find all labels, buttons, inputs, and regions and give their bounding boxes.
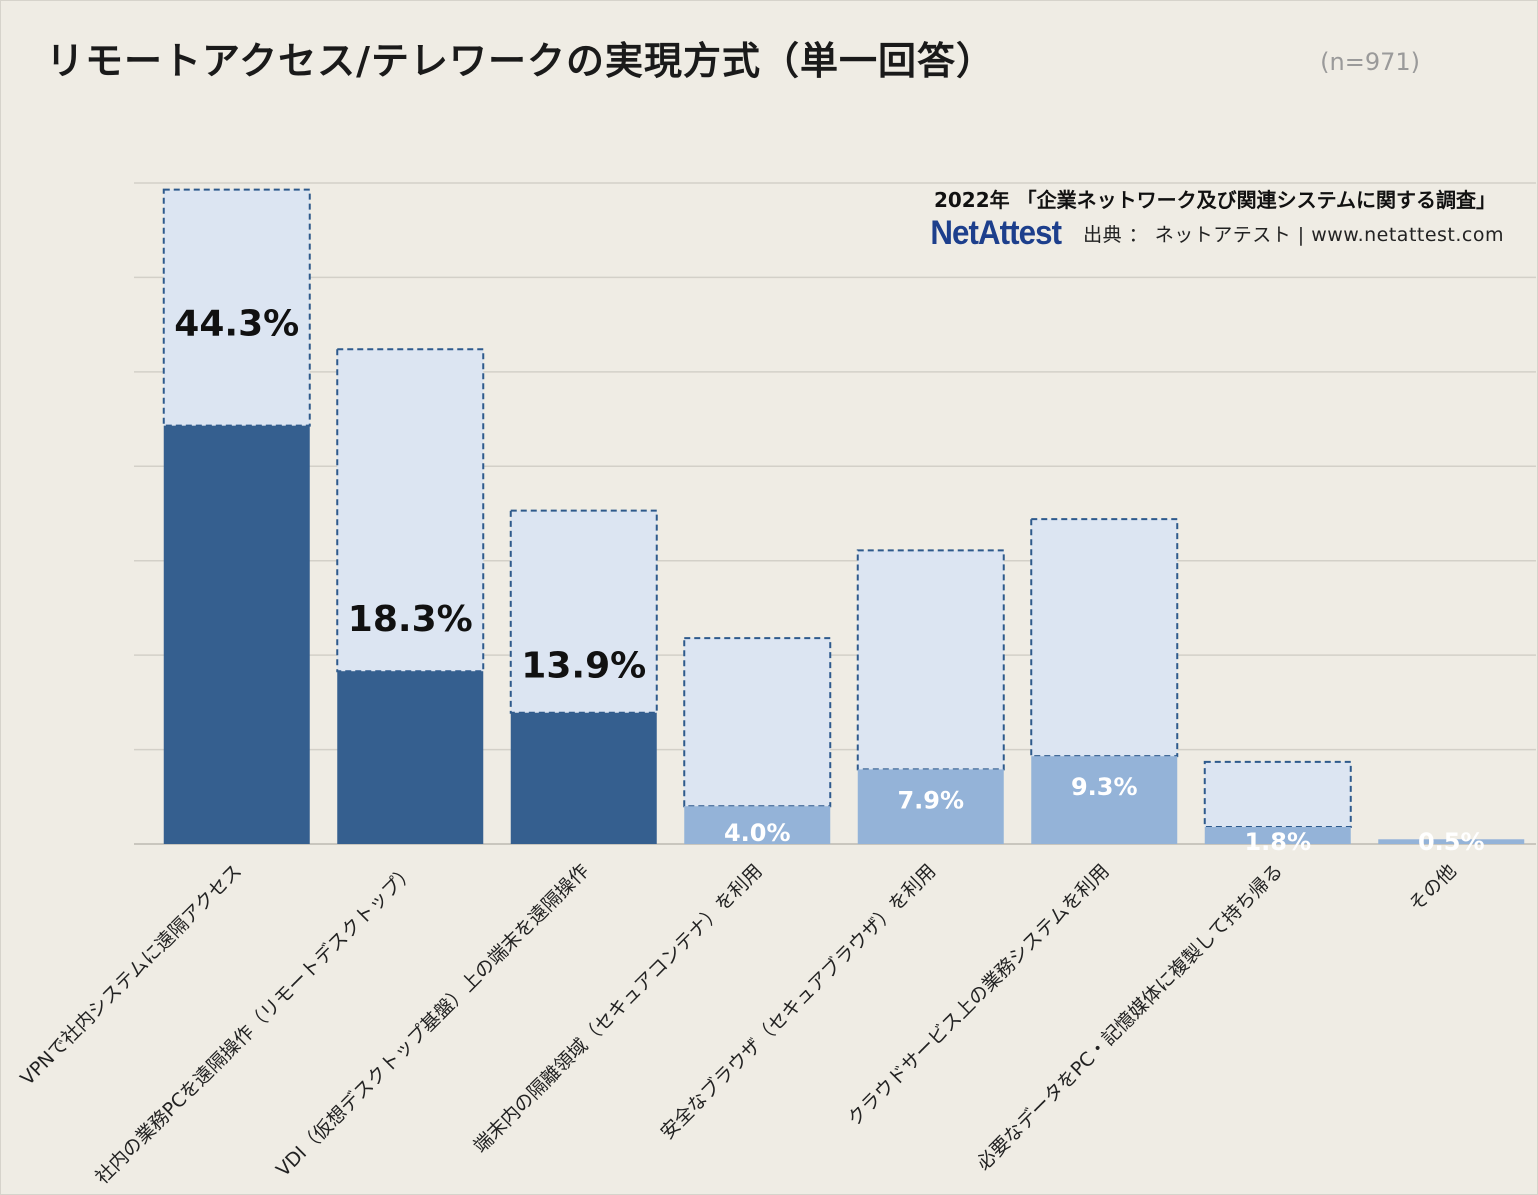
bar-value-label: 13.9% <box>521 646 646 687</box>
bar <box>857 769 1004 844</box>
bar <box>510 712 657 844</box>
bar-value-label: 1.8% <box>1244 828 1311 856</box>
bar <box>1378 839 1525 844</box>
x-tick-label: 端末内の隔離領域（セキュアコンテナ）を利用 <box>469 860 766 1157</box>
bar-value-label: 7.9% <box>897 786 964 814</box>
bar <box>337 671 484 844</box>
bar-overlay-box <box>683 637 832 808</box>
chart-title: リモートアクセス/テレワークの実現方式（単一回答） <box>46 39 995 83</box>
bar-overlay-box <box>336 348 485 673</box>
x-tick-label: 社内の業務PCを遠隔操作（リモートデスクトップ） <box>91 860 420 1189</box>
bar-value-label: 0.5% <box>1418 828 1485 856</box>
bar-overlay-box <box>162 188 311 427</box>
bar-value-label: 18.3% <box>348 599 473 640</box>
bar-value-label: 44.3% <box>174 304 299 345</box>
bar <box>1204 827 1351 844</box>
bar-value-label: 9.3% <box>1071 773 1138 801</box>
sample-size: (n=971) <box>1320 48 1420 76</box>
bar-overlay-box <box>1203 760 1352 829</box>
x-tick-label: VDI（仮想デスクトップ基盤）上の端末を遠隔操作 <box>272 860 593 1181</box>
source-text: 出典 ： ネットアテスト | www.netattest.com <box>1083 224 1504 246</box>
x-tick-label: その他 <box>1405 860 1461 916</box>
bar-value-label: 4.0% <box>724 819 791 847</box>
bar-overlay-box <box>1030 518 1179 758</box>
bar <box>684 806 831 844</box>
x-tick-label: 必要なデータをPC・記憶媒体に複製して持ち帰る <box>973 860 1288 1175</box>
source-row: NetAttest 出典 ： ネットアテスト | www.netattest.c… <box>919 214 1504 253</box>
survey-name: 2022年 「企業ネットワーク及び関連システムに関する調査」 <box>933 188 1496 212</box>
bar <box>1031 756 1178 844</box>
netattest-logo: NetAttest <box>930 214 1062 252</box>
x-tick-label: 安全なブラウザ（セキュアブラウザ）を利用 <box>656 859 941 1144</box>
bar <box>163 425 310 844</box>
bar-overlay-box <box>856 549 1005 771</box>
